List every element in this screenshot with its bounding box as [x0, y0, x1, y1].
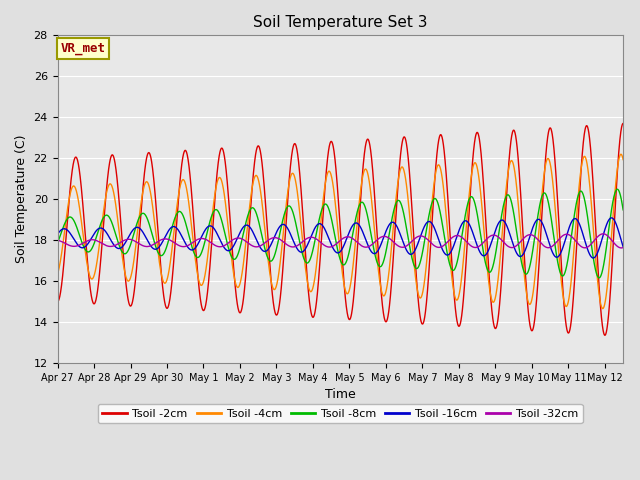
Tsoil -8cm: [609, 203, 616, 208]
Tsoil -16cm: [589, 255, 597, 261]
Title: Soil Temperature Set 3: Soil Temperature Set 3: [253, 15, 428, 30]
Tsoil -32cm: [547, 244, 555, 250]
Tsoil -32cm: [618, 245, 625, 251]
Tsoil -32cm: [54, 238, 61, 243]
Text: VR_met: VR_met: [60, 42, 106, 55]
Tsoil -4cm: [271, 287, 278, 292]
Line: Tsoil -2cm: Tsoil -2cm: [58, 123, 623, 335]
Tsoil -16cm: [609, 215, 616, 221]
Tsoil -4cm: [54, 271, 61, 277]
Tsoil -32cm: [599, 231, 607, 237]
Tsoil -32cm: [295, 242, 303, 248]
Line: Tsoil -32cm: Tsoil -32cm: [58, 234, 623, 248]
Legend: Tsoil -2cm, Tsoil -4cm, Tsoil -8cm, Tsoil -16cm, Tsoil -32cm: Tsoil -2cm, Tsoil -4cm, Tsoil -8cm, Tsoi…: [98, 404, 582, 423]
X-axis label: Time: Time: [325, 388, 356, 401]
Tsoil -4cm: [295, 203, 303, 208]
Tsoil -2cm: [54, 299, 61, 304]
Tsoil -4cm: [118, 252, 126, 258]
Tsoil -32cm: [271, 235, 278, 240]
Tsoil -32cm: [620, 245, 627, 251]
Tsoil -8cm: [620, 207, 627, 213]
Tsoil -4cm: [152, 228, 159, 234]
Tsoil -8cm: [152, 243, 159, 249]
Tsoil -32cm: [118, 239, 126, 244]
Tsoil -32cm: [152, 240, 159, 246]
Tsoil -2cm: [118, 235, 126, 241]
Tsoil -2cm: [271, 307, 278, 312]
Tsoil -4cm: [620, 156, 627, 162]
Tsoil -4cm: [609, 224, 616, 230]
Tsoil -16cm: [271, 234, 278, 240]
Tsoil -8cm: [118, 249, 126, 254]
Tsoil -2cm: [601, 332, 609, 338]
Tsoil -16cm: [620, 244, 627, 250]
Tsoil -32cm: [609, 238, 616, 244]
Tsoil -4cm: [547, 166, 555, 171]
Tsoil -8cm: [54, 240, 61, 246]
Tsoil -16cm: [295, 248, 303, 254]
Tsoil -2cm: [152, 197, 159, 203]
Tsoil -8cm: [613, 186, 621, 192]
Tsoil -4cm: [599, 306, 607, 312]
Tsoil -2cm: [620, 120, 627, 126]
Tsoil -2cm: [547, 126, 555, 132]
Tsoil -2cm: [295, 162, 303, 168]
Y-axis label: Soil Temperature (C): Soil Temperature (C): [15, 135, 28, 264]
Tsoil -8cm: [271, 253, 278, 259]
Tsoil -8cm: [547, 215, 555, 221]
Tsoil -16cm: [118, 244, 126, 250]
Line: Tsoil -4cm: Tsoil -4cm: [58, 154, 623, 309]
Line: Tsoil -8cm: Tsoil -8cm: [58, 189, 623, 278]
Tsoil -8cm: [595, 275, 603, 281]
Tsoil -16cm: [607, 215, 615, 221]
Tsoil -16cm: [152, 246, 159, 252]
Tsoil -16cm: [547, 246, 555, 252]
Tsoil -4cm: [617, 151, 625, 157]
Line: Tsoil -16cm: Tsoil -16cm: [58, 218, 623, 258]
Tsoil -8cm: [295, 236, 303, 241]
Tsoil -2cm: [609, 260, 616, 265]
Tsoil -16cm: [54, 231, 61, 237]
